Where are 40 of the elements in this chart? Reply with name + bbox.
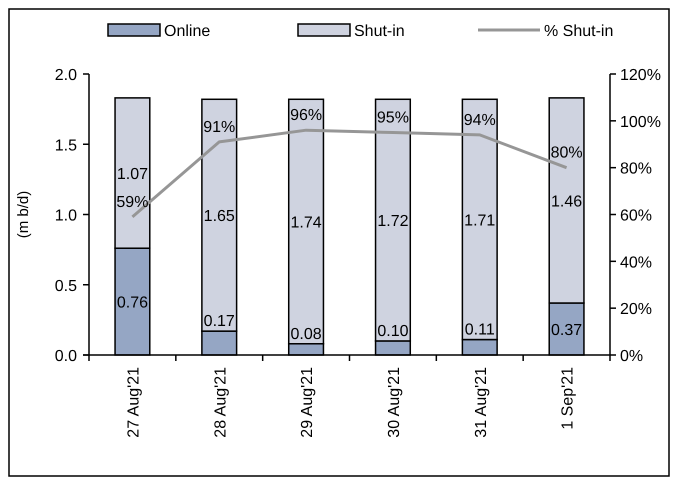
y-tick-label: 1.0: [54, 208, 78, 224]
y-tick-label: 2.0: [54, 67, 78, 84]
y-tick-label: 1.5: [54, 137, 78, 154]
y2-tick-label: 100%: [620, 114, 661, 131]
x-tick-label: 30 Aug'21: [386, 366, 403, 438]
x-tick-label: 29 Aug'21: [299, 366, 316, 438]
data-label: 95%: [376, 110, 409, 127]
data-label: 1.65: [204, 208, 235, 226]
data-label: 0.08: [290, 326, 322, 343]
y-tick-label: 0.0: [54, 348, 78, 365]
legend-label: Shut-in: [354, 23, 405, 40]
data-label: 1.72: [377, 213, 409, 230]
data-label: 1.74: [290, 214, 322, 232]
data-label: 0.17: [204, 313, 235, 330]
x-tick-label: 28 Aug'21: [212, 366, 230, 438]
data-label: 1.71: [464, 212, 496, 230]
y2-tick-label: 80%: [620, 160, 652, 178]
data-label: 0.10: [377, 322, 409, 340]
data-label: 1.46: [551, 193, 582, 210]
data-label: 59%: [116, 194, 148, 211]
data-label: 1.07: [116, 166, 148, 184]
legend-label: % Shut-in: [544, 23, 614, 40]
x-tick-label: 1 Sep'21: [560, 366, 577, 430]
data-label: 0.37: [551, 322, 582, 340]
y-tick-label: 0.5: [54, 278, 78, 295]
legend-label: Online: [164, 23, 210, 40]
y-axis-title: (m b/d): [15, 190, 32, 238]
y2-tick-label: 60%: [620, 208, 652, 224]
y2-tick-label: 20%: [620, 301, 652, 318]
data-label: 0.76: [116, 294, 148, 312]
y2-tick-label: 0%: [620, 348, 644, 365]
data-label: 91%: [203, 118, 236, 136]
data-label: 0.11: [464, 322, 495, 339]
y2-tick-label: 40%: [620, 254, 652, 272]
x-tick-label: 27 Aug'21: [125, 366, 142, 438]
x-tick-label: 31 Aug'21: [472, 366, 490, 438]
data-label: 80%: [550, 144, 583, 162]
y2-tick-label: 120%: [620, 67, 661, 84]
data-label: 96%: [290, 107, 322, 124]
data-label: 94%: [464, 112, 496, 129]
